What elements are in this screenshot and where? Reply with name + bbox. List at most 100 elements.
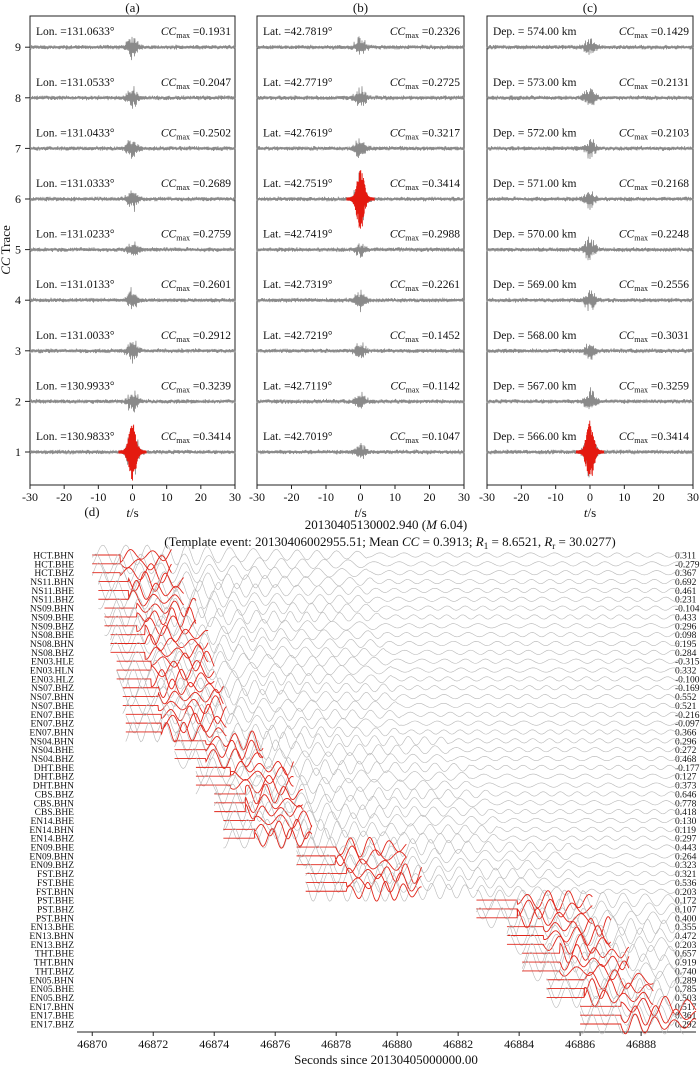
y-tick-label: 9 xyxy=(15,40,21,54)
channel-name: NS09.BHZ xyxy=(31,622,74,632)
channel-row: EN07.BHE -0.216 xyxy=(30,703,700,725)
trace-waveform xyxy=(256,442,465,459)
trace-waveform xyxy=(29,190,236,212)
channel-cc: -0.177 xyxy=(675,764,700,774)
continuous-waveform xyxy=(521,960,685,982)
x-tick-label: -10 xyxy=(548,490,564,504)
panel-label: (b) xyxy=(353,0,368,15)
template-waveform xyxy=(122,688,224,705)
channel-name: EN09.BHZ xyxy=(30,861,74,871)
continuous-waveform xyxy=(174,739,684,761)
y-tick-label: 1 xyxy=(15,445,21,459)
best-match-waveform xyxy=(575,420,605,476)
cc-max-value: CCmax =0.3217 xyxy=(390,127,460,141)
channel-row: EN05.BHE 0.785 xyxy=(30,978,697,999)
trace-param-label: Lon. =131.0333° xyxy=(36,178,115,190)
panel-a: (a) -30 -20 -10 0 10 20 30 t/s Lon. =131.0633° CCm… xyxy=(22,0,241,520)
channel-row: NS07.BHE 0.521 xyxy=(31,695,697,716)
continuous-waveform xyxy=(110,641,684,663)
channel-name: PST.BHZ xyxy=(37,905,74,915)
continuous-waveform xyxy=(195,774,684,796)
continuous-waveform xyxy=(506,925,685,946)
channel-row: EN09.BHN 0.264 xyxy=(29,845,697,867)
channel-name: CBS.BHN xyxy=(34,799,75,809)
channel-row: CBS.BHE 0.418 xyxy=(35,801,697,823)
template-waveform xyxy=(110,633,209,652)
continuous-waveform xyxy=(174,748,684,769)
channel-cc: -0.279 xyxy=(675,560,700,570)
channel-cc: 0.433 xyxy=(675,613,697,623)
channel-name: EN14.BHE xyxy=(30,817,74,827)
channel-name: DHT.BHZ xyxy=(34,773,74,783)
trace-waveform xyxy=(29,36,236,61)
channel-name: EN05.BHZ xyxy=(30,994,74,1004)
channel-row: PST.BHN 0.400 xyxy=(36,907,697,929)
y-tick-label: 5 xyxy=(15,243,21,257)
channel-row: NS04.BHN 0.296 xyxy=(30,730,697,752)
channel-row: CBS.BHN 0.778 xyxy=(34,792,697,814)
channel-name: NS11.BHZ xyxy=(31,596,74,606)
x-tick-label: 0 xyxy=(587,490,593,504)
channel-row: DHT.BHE -0.177 xyxy=(34,756,700,778)
template-waveform xyxy=(174,739,264,761)
cc-max-value: CCmax =0.2168 xyxy=(619,178,689,192)
channel-name: NS04.BHN xyxy=(30,737,74,747)
template-waveform xyxy=(546,978,654,999)
trace-param-label: Lat. =42.7119° xyxy=(263,380,333,392)
continuous-waveform xyxy=(213,783,684,805)
panel-label: (d) xyxy=(84,504,99,519)
continuous-waveform xyxy=(546,969,685,991)
cc-max-value: CCmax =0.2556 xyxy=(619,279,689,293)
channel-row: NS11.BHN 0.692 xyxy=(30,571,697,592)
template-waveform xyxy=(125,703,227,725)
channel-row: THT.BHN 0.919 xyxy=(34,951,697,973)
trace-waveform xyxy=(256,289,465,313)
channel-cc: -0.100 xyxy=(675,675,700,685)
continuous-waveform xyxy=(579,1013,684,1035)
trace-waveform xyxy=(256,36,465,55)
template-waveform xyxy=(174,730,264,752)
trace-param-label: Lon. =131.0133° xyxy=(36,279,115,291)
channel-name: EN07.BHN xyxy=(29,728,74,738)
channel-name: PST.BHN xyxy=(36,914,74,924)
template-waveform xyxy=(195,766,294,787)
cc-max-value: CCmax =0.2725 xyxy=(390,77,460,91)
template-waveform xyxy=(104,597,197,618)
channel-cc: 0.296 xyxy=(675,622,697,632)
template-waveform xyxy=(125,712,227,734)
channel-name: EN13.BHE xyxy=(30,923,74,933)
continuous-waveform xyxy=(110,624,684,646)
channel-name: CBS.BHZ xyxy=(35,790,75,800)
x-tick-label: 46880 xyxy=(382,1037,412,1051)
trace-waveform xyxy=(29,287,236,310)
channel-row: CBS.BHZ 0.646 xyxy=(35,783,697,805)
channel-cc: 0.657 xyxy=(675,950,697,960)
channel-row: EN07.BHZ -0.097 xyxy=(30,712,700,734)
x-tick-label: 46882 xyxy=(443,1037,473,1051)
continuous-waveform xyxy=(122,686,684,707)
channel-cc: 0.778 xyxy=(675,799,697,809)
trace-waveform xyxy=(29,241,236,256)
x-tick-label: 0 xyxy=(130,490,136,504)
panel-d-subtitle: (Template event: 20130406002955.51; Mean… xyxy=(164,534,615,551)
channel-cc: -0.216 xyxy=(675,711,700,721)
channel-name: HCT.BHE xyxy=(34,560,74,570)
channel-cc: 0.292 xyxy=(675,1021,697,1031)
trace-waveform xyxy=(256,391,465,409)
continuous-waveform xyxy=(476,898,684,920)
trace-waveform xyxy=(256,243,465,258)
channel-row: THT.BHE 0.657 xyxy=(35,942,697,964)
channel-cc: 0.172 xyxy=(675,897,697,907)
channel-row: EN13.BHZ 0.203 xyxy=(30,933,697,955)
x-tick-label: -10 xyxy=(90,490,106,504)
cc-max-value: CCmax =0.1931 xyxy=(161,26,231,40)
x-tick-label: 10 xyxy=(161,490,173,504)
channel-row: EN17.BHE 0.361 xyxy=(30,1004,697,1026)
channel-name: EN14.BHN xyxy=(29,826,74,836)
template-waveform xyxy=(98,590,185,607)
template-waveform xyxy=(195,775,294,796)
channel-cc: 0.692 xyxy=(675,578,697,588)
channel-name: FST.BHN xyxy=(36,888,74,898)
trace-waveform xyxy=(486,191,694,210)
channel-cc: 0.098 xyxy=(675,631,697,641)
